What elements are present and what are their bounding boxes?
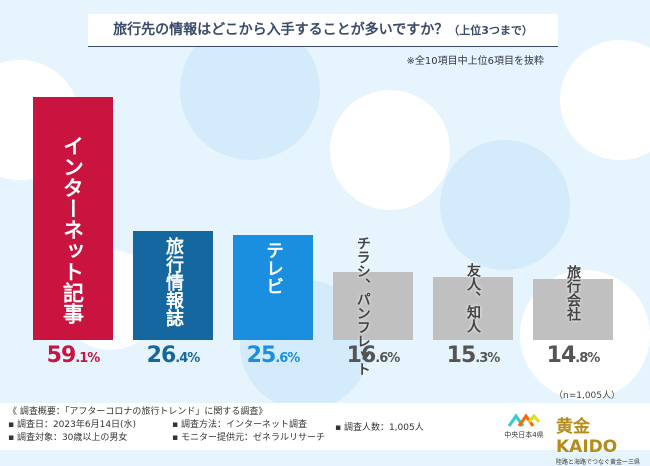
sample-size: （n=1,005人）: [553, 391, 620, 401]
value-label: 16.6%: [346, 343, 401, 368]
bar-chart: インターネット記事 59.1% 旅行情報誌 26.4% テレビ 25.6% チラシ、パンフレ…: [33, 97, 613, 376]
bar-5: [533, 279, 613, 340]
value-label: 14.8%: [546, 343, 601, 368]
survey-target: ▪ 調査対象：30歳以上の男女: [8, 433, 128, 443]
bar-label: テレビ: [262, 240, 284, 295]
bar-label: 旅行会社: [564, 265, 581, 322]
kaido-logo: 黄金KAIDO 陸路と海路でつなぐ黄金一三県: [556, 417, 641, 466]
value-label: 25.6%: [246, 343, 301, 368]
value-label: 59.1%: [46, 343, 101, 368]
chubu-logo: 中央日本4県: [500, 412, 548, 440]
bar-1: [133, 231, 213, 340]
bar-label: 旅行情報誌: [162, 237, 184, 328]
survey-footer: 《 調査概要：「アフターコロナの旅行トレンド」に関する調査》 ▪ 調査日：202…: [0, 403, 650, 450]
survey-provider: ▪ モニター提供元：ゼネラルリサーチ: [172, 433, 325, 443]
bar-4: [433, 277, 513, 340]
bar-label: 友人、知人: [464, 263, 481, 334]
survey-date: ▪ 調査日：2023年6月14日(水): [8, 420, 137, 430]
survey-heading: 《 調査概要：「アフターコロナの旅行トレンド」に関する調査》: [8, 407, 268, 417]
survey-method: ▪ 調査方法：インターネット調査: [172, 420, 307, 430]
title-box: 旅行先の情報はどこから入手することが多いですか？（上位3つまで）: [88, 14, 558, 46]
bar-label: チラシ、パンフレット: [354, 236, 371, 376]
survey-count: ▪ 調査人数：1,005人: [335, 423, 424, 433]
bar-3: [333, 271, 413, 340]
bar-0: [33, 97, 113, 340]
logo-mark-icon: [507, 413, 541, 427]
bar-2: [233, 234, 313, 340]
title-underline: [88, 46, 558, 47]
value-label: 26.4%: [146, 343, 201, 368]
note: ※全10項目中上位6項目を抜粋: [406, 56, 544, 67]
bar-label: インターネット記事: [60, 135, 85, 324]
value-label: 15.3%: [446, 343, 501, 368]
chart-title: 旅行先の情報はどこから入手することが多いですか？（上位3つまで）: [113, 22, 533, 38]
